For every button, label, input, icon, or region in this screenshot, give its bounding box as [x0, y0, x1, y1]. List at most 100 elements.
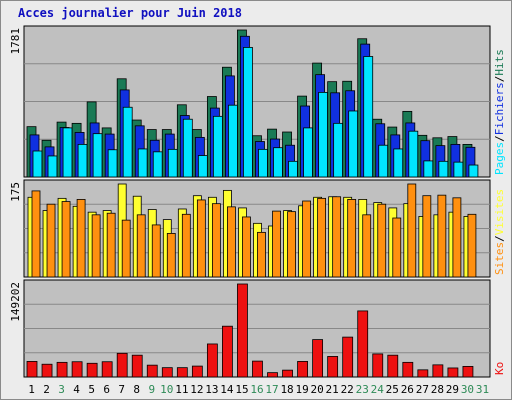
bar-sites-day-24 — [377, 203, 387, 278]
bar-ko-day-10 — [161, 367, 173, 378]
day-label-14: 14 — [220, 383, 234, 396]
bar-pages-day-14 — [228, 104, 238, 178]
day-label-11: 11 — [175, 383, 188, 396]
day-label-28: 28 — [431, 383, 444, 396]
bar-ko-day-29 — [447, 367, 459, 378]
bar-ko-day-11 — [176, 367, 188, 378]
bar-pages-day-19 — [303, 127, 313, 178]
bar-pages-day-17 — [273, 147, 283, 178]
bar-sites-day-15 — [242, 216, 251, 278]
bar-pages-day-27 — [423, 160, 434, 178]
y-max-label-visites-sites: 175 — [9, 182, 22, 202]
day-label-9: 9 — [148, 383, 155, 396]
bar-sites-day-30 — [467, 213, 477, 278]
bar-sites-day-6 — [106, 212, 116, 278]
bar-ko-day-9 — [146, 364, 158, 378]
bar-pages-day-8 — [137, 148, 148, 178]
bar-sites-day-29 — [452, 197, 462, 278]
bar-sites-day-19 — [302, 200, 311, 278]
day-label-24: 24 — [371, 383, 385, 396]
bar-ko-day-1 — [26, 361, 38, 378]
bar-pages-day-6 — [107, 149, 118, 178]
legend-entry: Ko — [493, 362, 506, 375]
legend-entry: Visites — [493, 189, 506, 235]
bar-pages-day-20 — [318, 91, 329, 178]
bar-sites-day-25 — [392, 217, 402, 278]
bar-ko-day-25 — [387, 354, 399, 378]
bar-pages-day-1 — [32, 150, 43, 178]
day-label-8: 8 — [133, 383, 140, 396]
bar-ko-day-16 — [252, 360, 263, 378]
day-label-30: 30 — [461, 383, 474, 396]
legend-entry: Sites — [493, 242, 506, 275]
bar-pages-day-11 — [182, 118, 193, 178]
bar-pages-day-18 — [288, 160, 298, 178]
bar-pages-day-22 — [348, 110, 359, 178]
bar-sites-day-23 — [362, 214, 372, 278]
day-label-15: 15 — [235, 383, 248, 396]
day-label-25: 25 — [386, 383, 399, 396]
bar-ko-day-23 — [357, 310, 369, 378]
day-label-21: 21 — [326, 383, 339, 396]
legend-entry: / — [493, 235, 506, 242]
bar-sites-day-3 — [61, 201, 71, 278]
bar-ko-day-26 — [402, 361, 414, 378]
bar-pages-day-7 — [122, 106, 133, 178]
bar-sites-day-9 — [151, 224, 161, 278]
legend-entry: / — [493, 135, 506, 142]
bar-ko-day-18 — [282, 369, 293, 378]
day-label-20: 20 — [311, 383, 324, 396]
bar-ko-day-15 — [237, 283, 248, 378]
chart-title: Acces journalier pour Juin 2018 — [18, 6, 242, 20]
bar-sites-day-27 — [422, 195, 432, 278]
day-label-26: 26 — [401, 383, 414, 396]
bar-ko-day-20 — [312, 339, 324, 378]
bar-ko-day-4 — [71, 361, 83, 378]
day-label-5: 5 — [88, 383, 95, 396]
bar-pages-day-30 — [468, 164, 479, 178]
bar-sites-day-7 — [121, 219, 131, 278]
bar-pages-day-16 — [258, 148, 268, 178]
bar-pages-day-21 — [333, 122, 344, 178]
bar-ko-day-12 — [191, 365, 203, 378]
bar-sites-day-16 — [257, 231, 266, 278]
bar-ko-day-2 — [41, 363, 53, 378]
bar-ko-day-14 — [222, 325, 233, 378]
bar-sites-day-8 — [136, 214, 146, 278]
bar-ko-day-22 — [342, 336, 354, 378]
legend-entry: Pages — [493, 142, 506, 175]
bar-sites-day-2 — [46, 203, 56, 278]
bar-sites-day-21 — [332, 196, 342, 278]
legend-visites-sites: Sites/Visites — [493, 189, 506, 275]
bar-pages-day-28 — [438, 160, 449, 178]
legend-entry: Fichiers — [493, 82, 506, 135]
bar-pages-day-26 — [408, 130, 419, 178]
day-label-1: 1 — [28, 383, 35, 396]
bar-ko-day-7 — [116, 352, 128, 378]
day-label-16: 16 — [250, 383, 263, 396]
bar-ko-day-30 — [462, 366, 474, 378]
bar-pages-day-2 — [47, 155, 58, 178]
bar-sites-day-1 — [31, 190, 41, 278]
legend-hits-fichiers-pages: Pages/Fichiers/Hits — [493, 49, 506, 175]
bar-pages-day-4 — [77, 143, 88, 178]
bar-pages-day-23 — [363, 56, 374, 178]
day-label-13: 13 — [205, 383, 218, 396]
bar-sites-day-13 — [211, 203, 221, 278]
day-label-7: 7 — [118, 383, 125, 396]
bar-sites-day-4 — [76, 199, 86, 278]
bar-sites-day-5 — [91, 214, 101, 278]
bar-ko-day-13 — [206, 343, 218, 378]
bar-ko-day-17 — [267, 372, 278, 378]
legend-entry: Hits — [493, 49, 506, 76]
day-label-17: 17 — [265, 383, 278, 396]
bar-sites-day-11 — [181, 213, 191, 278]
y-max-label-hits-fichiers-pages: 1781 — [9, 28, 22, 55]
day-label-29: 29 — [446, 383, 459, 396]
bar-sites-day-14 — [227, 206, 236, 278]
bar-pages-day-10 — [167, 148, 178, 178]
day-label-23: 23 — [356, 383, 369, 396]
legend-entry: / — [493, 76, 506, 83]
y-max-label-ko: 149202 — [9, 282, 22, 322]
day-label-10: 10 — [160, 383, 173, 396]
